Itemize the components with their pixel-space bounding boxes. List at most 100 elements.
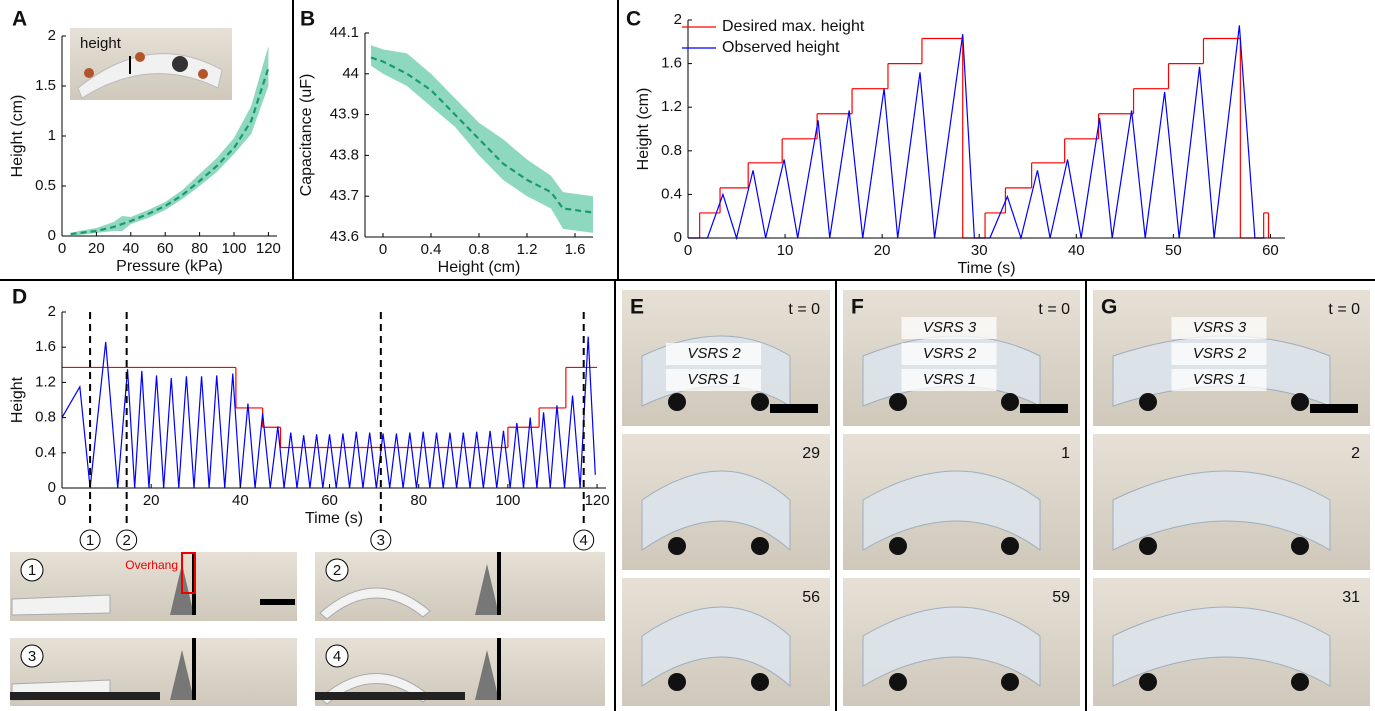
overhang-label: Overhang [125, 558, 178, 572]
x-tick-label: 80 [191, 240, 208, 257]
cable [315, 692, 465, 700]
robot [1112, 470, 1331, 551]
scale-bar [770, 404, 818, 413]
overhang-box [181, 552, 196, 594]
frame-number: 3 [28, 648, 36, 665]
x-tick-label: 60 [157, 240, 174, 257]
y-tick-label: 0 [674, 229, 682, 246]
robot [862, 606, 1041, 687]
panel-letter: C [626, 8, 641, 31]
marker-circle [116, 529, 138, 551]
marker-circle [79, 529, 101, 551]
y-tick-label: 0.4 [661, 185, 682, 202]
wheel [889, 393, 907, 411]
y-tick-label: 1.2 [35, 373, 56, 390]
frame-label: 56 [802, 589, 820, 606]
scale-bar [1310, 404, 1358, 413]
marker-label: 3 [377, 532, 385, 549]
y-tick-label: 43.7 [330, 187, 359, 204]
x-tick-label: 50 [1165, 242, 1182, 259]
robot [641, 470, 791, 552]
x-tick-label: 0.8 [469, 241, 490, 258]
tag-box [1171, 343, 1267, 365]
robot [862, 470, 1041, 551]
x-tick-label: 120 [585, 492, 610, 509]
legend-label: Observed height [722, 39, 840, 56]
legend-label: Desired max. height [722, 18, 865, 35]
marker-label: 1 [86, 532, 94, 549]
tag-box [901, 317, 997, 339]
x-tick-label: 1.6 [565, 241, 586, 258]
x-tick-label: 0 [684, 242, 692, 259]
frame-label: t = 0 [788, 301, 820, 318]
marker-circle [370, 529, 392, 551]
x-tick-label: 0 [58, 240, 66, 257]
panel-letter: E [630, 296, 644, 319]
x-tick-label: 10 [777, 242, 794, 259]
obstacle [475, 564, 499, 615]
dot [84, 68, 94, 78]
tag-label: VSRS 1 [923, 371, 976, 388]
x-tick-label: 40 [1068, 242, 1085, 259]
panel-letter: A [12, 8, 27, 31]
robot [641, 606, 791, 688]
y-tick-label: 44 [342, 65, 359, 82]
tag-label: VSRS 1 [687, 371, 740, 388]
cable [10, 692, 160, 700]
frame-label: t = 0 [1038, 301, 1070, 318]
y-axis-label: Height (cm) [9, 95, 26, 178]
wheel [751, 393, 769, 411]
wheel [668, 673, 686, 691]
tag-label: VSRS 1 [1193, 371, 1246, 388]
wheel [889, 673, 907, 691]
tag-box [901, 343, 997, 365]
robot [1112, 606, 1331, 687]
inset-photo: height [70, 28, 232, 100]
post [192, 638, 196, 700]
x-tick-label: 40 [122, 240, 139, 257]
y-tick-label: 1.5 [35, 77, 56, 94]
scale-bar [260, 599, 295, 605]
y-tick-label: 1 [48, 127, 56, 144]
x-tick-label: 20 [88, 240, 105, 257]
post [497, 638, 501, 700]
series-line [370, 56, 594, 214]
x-tick-label: 1.2 [517, 241, 538, 258]
y-tick-label: 43.8 [330, 146, 359, 163]
wheel [751, 537, 769, 555]
panel-letter: B [300, 8, 315, 31]
x-tick-label: 20 [143, 492, 160, 509]
x-tick-label: 100 [495, 492, 520, 509]
wheel [889, 537, 907, 555]
frame-number: 2 [333, 562, 341, 579]
wheel [1001, 673, 1019, 691]
y-axis-label: Capacitance (uF) [298, 74, 315, 197]
robot [11, 594, 111, 616]
panel-letter: G [1101, 296, 1117, 319]
frame-number: 1 [28, 562, 36, 579]
wheel [1139, 673, 1157, 691]
inset-label: height [80, 35, 122, 52]
wheel [1291, 673, 1309, 691]
frame-label: t = 0 [1328, 301, 1360, 318]
x-tick-label: 80 [410, 492, 427, 509]
photo [315, 552, 605, 621]
tag-box [1171, 369, 1267, 391]
wheel [1001, 537, 1019, 555]
y-tick-label: 43.9 [330, 106, 359, 123]
frame-circle [20, 558, 44, 582]
frame-label: 31 [1342, 589, 1360, 606]
obstacle [475, 650, 499, 700]
y-tick-label: 1.6 [661, 55, 682, 72]
y-tick-label: 2 [48, 303, 56, 320]
x-axis-label: Time (s) [957, 260, 1015, 277]
tag-label: VSRS 2 [687, 345, 741, 362]
magnet [172, 56, 188, 72]
y-axis-label: Height (cm) [635, 88, 652, 171]
series-line [70, 67, 270, 236]
tag-label: VSRS 3 [923, 319, 977, 336]
obstacle [170, 650, 194, 700]
series-line [688, 25, 1266, 241]
wheel [1001, 393, 1019, 411]
